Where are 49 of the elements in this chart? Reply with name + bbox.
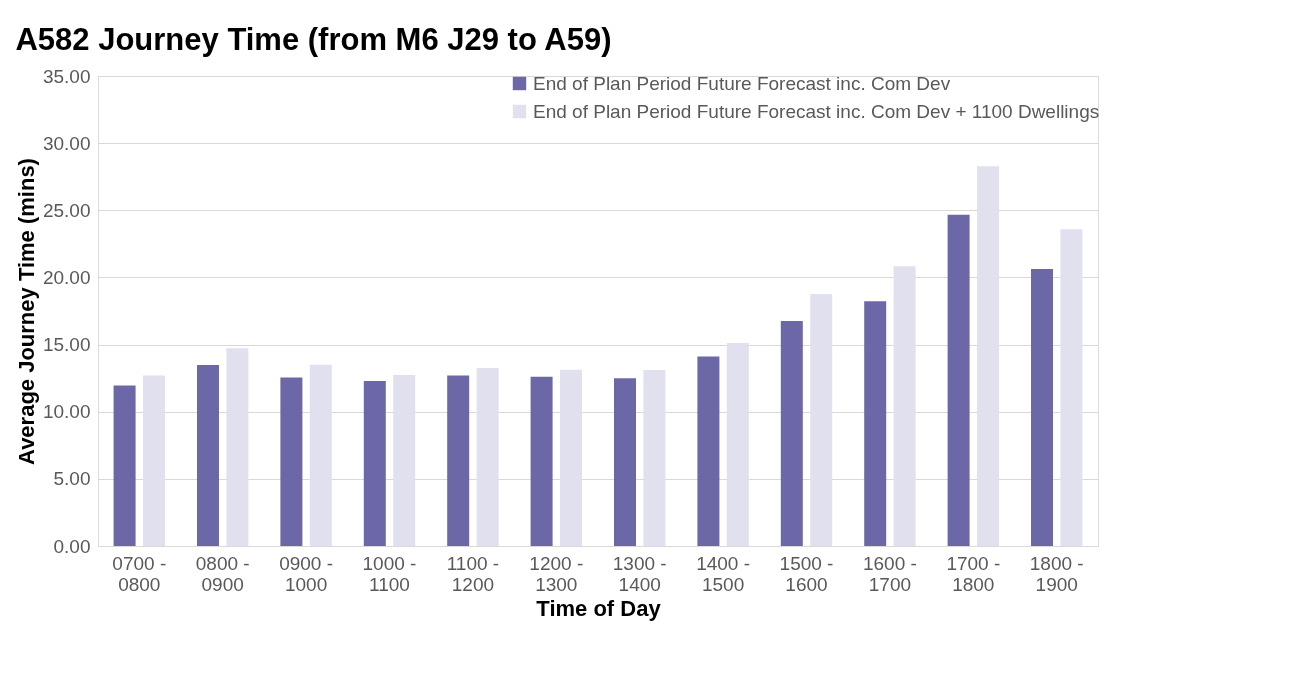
x-axis-title: Time of Day — [536, 595, 662, 621]
legend-label: End of Plan Period Future Forecast inc. Com Dev + 1100 Dwellings — [533, 100, 1100, 122]
x-tick-label: 1000 - 1100 — [362, 552, 417, 595]
bar — [864, 301, 887, 546]
legend-label: End of Plan Period Future Forecast inc. Com Dev — [533, 72, 951, 94]
x-tick-label: 0900 - 1000 — [279, 552, 334, 595]
bar — [726, 343, 749, 546]
bar — [780, 321, 803, 546]
bar — [363, 381, 386, 546]
x-tick-label: 1200 - 1300 — [529, 552, 584, 595]
y-axis-title: Average Journey Time (mins) — [13, 158, 39, 465]
y-tick-label: 15.00 — [42, 334, 91, 356]
x-tick-label: 1100 - 1200 — [446, 552, 500, 595]
bar — [530, 376, 553, 546]
bar — [977, 166, 1000, 546]
x-tick-label: 1700 - 1800 — [946, 552, 1001, 595]
y-tick-label: 0.00 — [53, 535, 91, 557]
x-tick-label: 0700 - 0800 — [112, 552, 167, 595]
x-tick-label: 1500 - 1600 — [779, 552, 834, 595]
bar — [226, 348, 249, 546]
bar — [309, 364, 332, 546]
bar — [1031, 268, 1054, 546]
chart-title: A582 Journey Time (from M6 J29 to A59) — [15, 22, 612, 57]
y-tick-label: 35.00 — [42, 65, 91, 87]
x-tick-label: 1800 - 1900 — [1029, 552, 1084, 595]
bar — [893, 266, 916, 546]
x-tick-label: 0800 - 0900 — [195, 552, 250, 595]
bar — [280, 377, 303, 546]
bar — [196, 365, 219, 546]
bar — [614, 378, 636, 546]
x-tick-label: 1300 - 1400 — [612, 552, 667, 595]
y-tick-label: 5.00 — [53, 468, 91, 490]
bar — [447, 375, 470, 546]
x-tick-label: 1400 - 1500 — [696, 552, 751, 595]
bar — [476, 368, 499, 546]
bar — [1060, 229, 1083, 546]
bar — [142, 375, 165, 546]
bar — [697, 356, 720, 546]
bar — [393, 374, 416, 546]
bar — [113, 385, 136, 546]
bar — [643, 370, 666, 546]
y-tick-label: 30.00 — [42, 132, 91, 154]
bar — [810, 294, 833, 546]
bar — [560, 369, 582, 546]
y-tick-label: 10.00 — [42, 401, 91, 423]
y-tick-label: 25.00 — [42, 199, 91, 221]
x-tick-label: 1600 - 1700 — [862, 552, 917, 595]
y-tick-label: 20.00 — [42, 266, 91, 288]
bar — [947, 214, 970, 546]
